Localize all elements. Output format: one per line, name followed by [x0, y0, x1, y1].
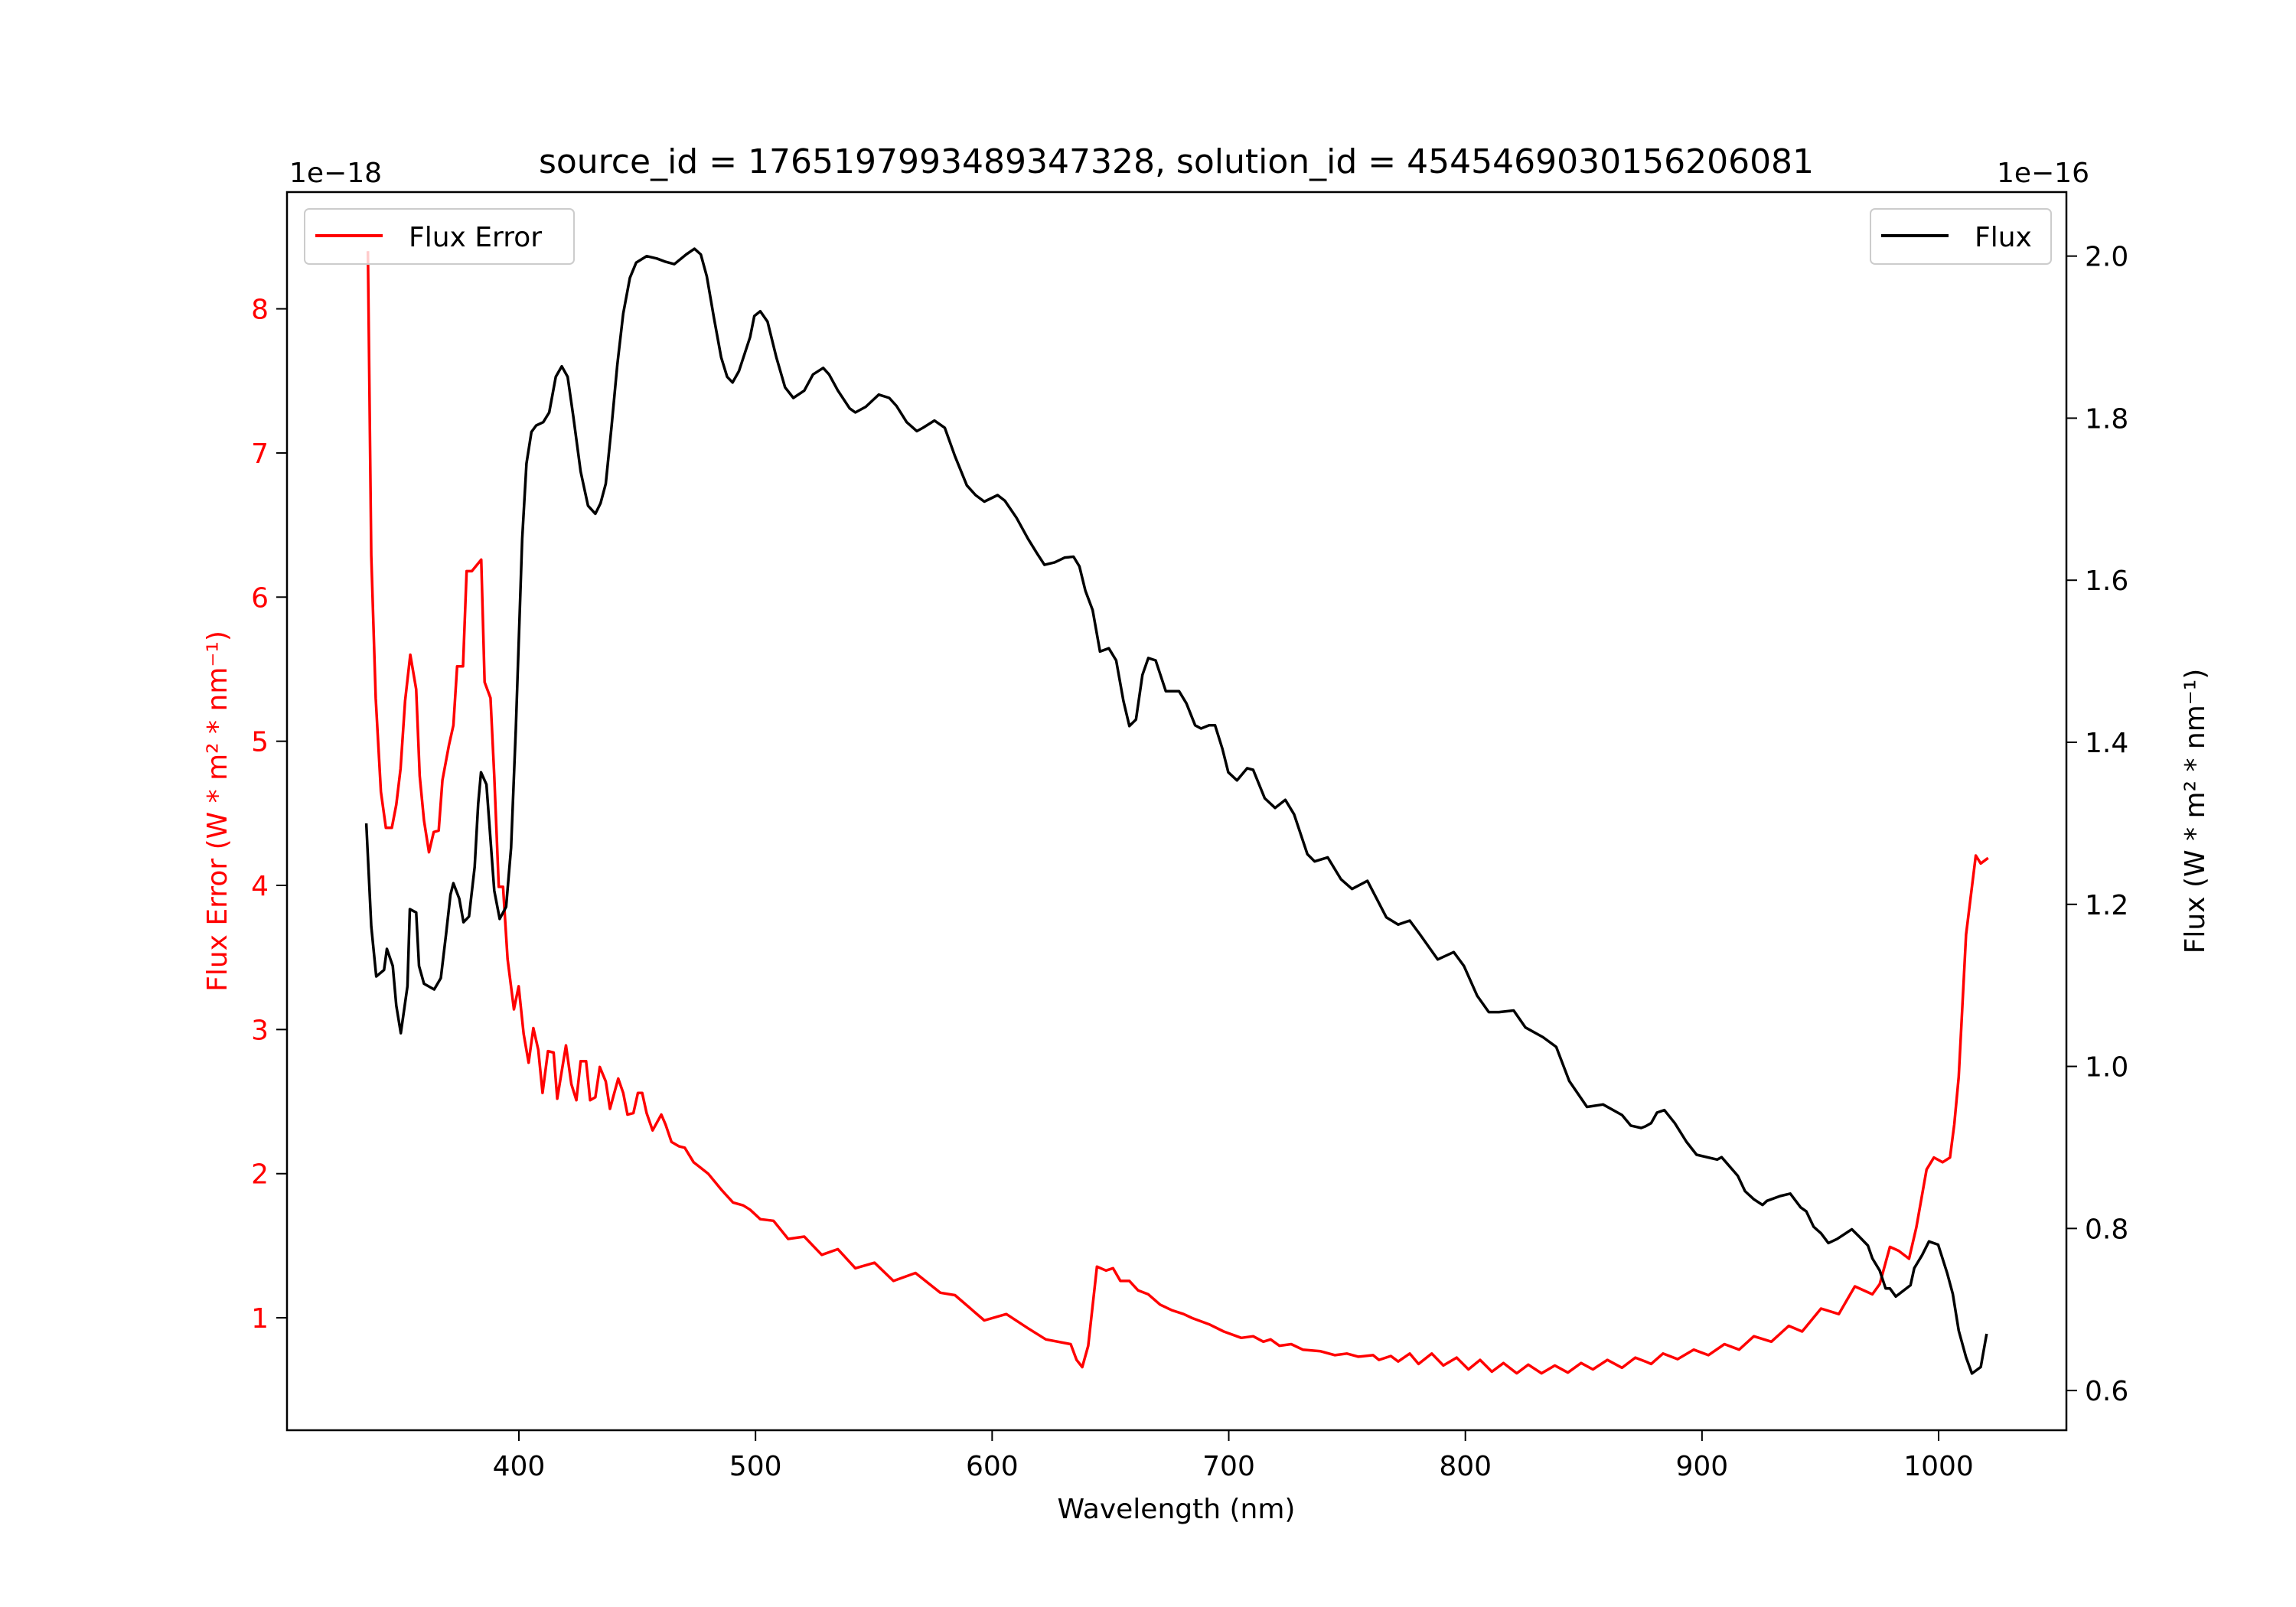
legend-flux: Flux	[1870, 208, 2052, 265]
left-y-tick-label: 4	[251, 871, 269, 902]
x-tick-label: 600	[966, 1451, 1019, 1482]
chart-title: source_id = 1765197993489347328, solutio…	[539, 142, 1814, 181]
left-y-tick-label: 6	[251, 582, 269, 614]
right-y-tick-label: 0.8	[2085, 1214, 2128, 1245]
x-tick-label: 900	[1676, 1451, 1729, 1482]
left-y-tick-label: 7	[251, 438, 269, 470]
series-line-flux-error	[366, 251, 1989, 1375]
x-tick-label: 800	[1439, 1451, 1492, 1482]
left-y-tick-label: 8	[251, 295, 269, 326]
right-y-tick-label: 0.6	[2085, 1376, 2128, 1407]
right-y-tick-label: 1.4	[2085, 728, 2128, 759]
left-y-tick-label: 3	[251, 1015, 269, 1046]
legend-flux-error: Flux Error	[304, 208, 575, 265]
tick-layer: 400 500 600 700 800 900 1000 1 2 3 4 5 6 7 8 0.6 0.8 1.0 1…	[251, 242, 2128, 1482]
legend-box	[304, 208, 575, 265]
right-y-tick-label: 1.6	[2085, 566, 2128, 597]
x-tick-label: 400	[493, 1451, 546, 1482]
x-tick-label: 700	[1202, 1451, 1255, 1482]
right-y-axis-label: Flux (W * m² * nm⁻¹)	[2180, 669, 2211, 954]
right-axis-offset: 1e−16	[1997, 158, 2089, 189]
left-y-axis-label: Flux Error (W * m² * nm⁻¹)	[202, 631, 233, 992]
right-y-tick-label: 1.2	[2085, 890, 2128, 921]
legend-box	[1870, 208, 2052, 265]
right-y-tick-label: 2.0	[2085, 242, 2128, 273]
series-line-flux	[364, 247, 1988, 1375]
left-y-tick-label: 2	[251, 1159, 269, 1191]
x-tick-label: 1000	[1903, 1451, 1974, 1482]
left-y-tick-label: 1	[251, 1303, 269, 1335]
legend-label-flux-error: Flux Error	[409, 222, 542, 253]
series-layer	[364, 247, 1989, 1375]
right-y-tick-label: 1.0	[2085, 1052, 2128, 1084]
legend-label-flux: Flux	[1975, 222, 2032, 253]
left-axis-offset: 1e−18	[289, 158, 382, 189]
right-y-tick-label: 1.8	[2085, 403, 2128, 435]
left-y-tick-label: 5	[251, 727, 269, 758]
x-tick-label: 500	[729, 1451, 782, 1482]
plot-frame	[285, 191, 2068, 1432]
x-axis-label: Wavelength (nm)	[1058, 1494, 1296, 1525]
